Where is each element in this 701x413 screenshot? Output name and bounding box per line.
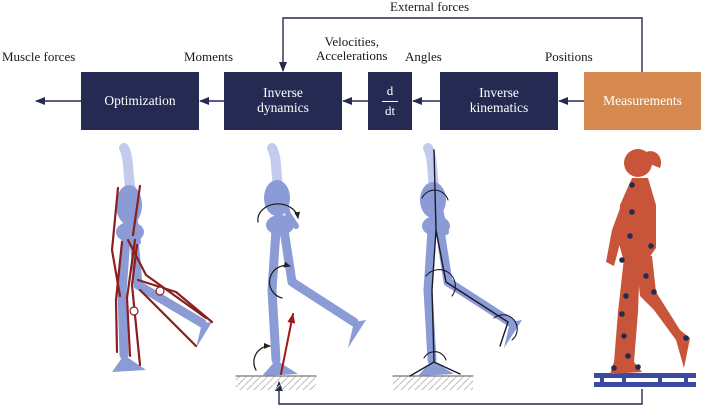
optimization-label: Optimization xyxy=(104,92,176,108)
inverse-kinematics-line1: Inverse xyxy=(479,85,519,101)
inverse-dynamics-line1: Inverse xyxy=(263,85,303,101)
velocities-accelerations-label: Velocities, Accelerations xyxy=(316,35,387,62)
skeleton-muscles xyxy=(110,143,214,372)
angles-label: Angles xyxy=(405,49,442,64)
inverse-kinematics-line2: kinematics xyxy=(469,100,529,115)
external-forces-label: External forces xyxy=(390,0,470,14)
muscle-forces-label: Muscle forces xyxy=(2,49,76,64)
positions-label: Positions xyxy=(545,49,593,64)
derivative-numerator: d xyxy=(386,83,394,99)
measurements-box: Measurements xyxy=(584,72,701,130)
velocities-label: Velocities, xyxy=(324,34,379,49)
measurements-label: Measurements xyxy=(603,92,682,108)
force-plate xyxy=(594,373,696,387)
derivative-denominator: dt xyxy=(384,102,396,118)
optimization-box: Optimization xyxy=(81,72,199,130)
fraction-bar xyxy=(382,100,398,102)
body-markers xyxy=(611,182,689,371)
derivative-box: d dt xyxy=(368,72,412,130)
accelerations-label: Accelerations xyxy=(316,47,388,63)
skeleton-dynamics xyxy=(235,143,366,390)
inverse-kinematics-box: Inverse kinematics xyxy=(440,72,558,130)
external-forces-arrow xyxy=(279,17,643,72)
inverse-dynamics-line2: dynamics xyxy=(257,100,309,115)
inverse-dynamics-box: Inverse dynamics xyxy=(224,72,342,130)
force-plate-arrow xyxy=(275,381,643,405)
skeleton-kinematics xyxy=(392,143,522,390)
body-silhouette xyxy=(594,149,696,387)
moments-label: Moments xyxy=(184,49,234,64)
